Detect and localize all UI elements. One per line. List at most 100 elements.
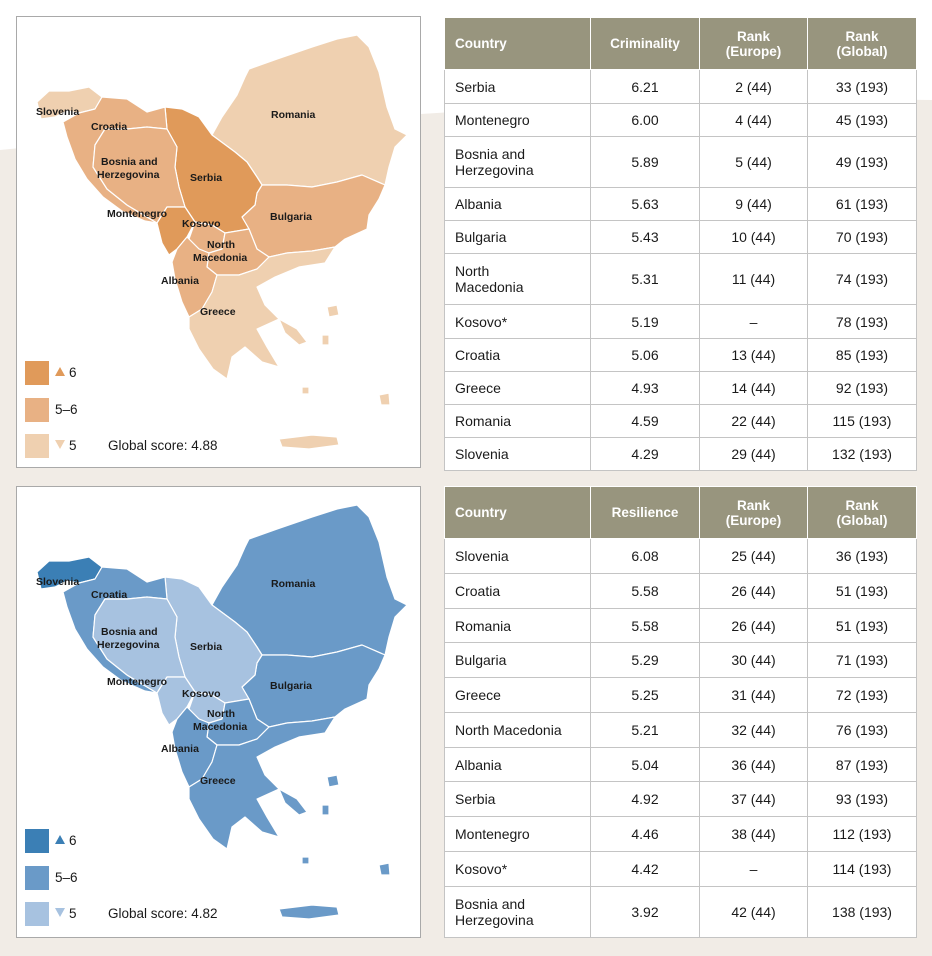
label-bosnia-1: Bosnia and — [101, 156, 158, 168]
cell-rank-global: 72 (193) — [807, 677, 917, 713]
cell-rank-europe: 42 (44) — [699, 886, 808, 938]
label-kosovo: Kosovo — [182, 218, 221, 230]
table-row: Bosnia and Herzegovina 3.92 42 (44) 138 (193… — [444, 886, 917, 938]
cell-country: Slovenia — [444, 538, 591, 574]
table-row: Montenegro 6.00 4 (44) 45 (193) — [444, 103, 917, 137]
legend-high-label: 6 — [69, 833, 77, 848]
table-row: Albania 5.04 36 (44) 87 (193) — [444, 747, 917, 782]
cell-score: 4.59 — [590, 404, 700, 438]
region-bulgaria — [241, 174, 386, 258]
cell-rank-global: 36 (193) — [807, 538, 917, 574]
region-evia — [278, 788, 308, 816]
cell-rank-global: 61 (193) — [807, 187, 917, 221]
table-row: Bulgaria 5.43 10 (44) 70 (193) — [444, 220, 917, 254]
region-chios — [321, 334, 330, 346]
legend-low: 5 Global score: 4.88 — [25, 434, 325, 458]
region-chios — [321, 804, 330, 816]
label-albania: Albania — [161, 743, 199, 755]
table-row: Bulgaria 5.29 30 (44) 71 (193) — [444, 642, 917, 678]
region-rhodes — [378, 862, 391, 876]
cell-rank-europe: 4 (44) — [699, 103, 808, 137]
cell-country: Montenegro — [444, 103, 591, 137]
cell-score: 4.29 — [590, 437, 700, 471]
cell-score: 4.46 — [590, 816, 700, 852]
cell-rank-global: 74 (193) — [807, 253, 917, 305]
table-row: Romania 4.59 22 (44) 115 (193) — [444, 404, 917, 438]
cell-rank-europe: 36 (44) — [699, 747, 808, 782]
label-albania: Albania — [161, 275, 199, 287]
header-rank-global: Rank (Global) — [807, 17, 917, 70]
cell-score: 5.58 — [590, 573, 700, 609]
legend-swatch-high — [25, 361, 49, 385]
cell-rank-europe: – — [699, 304, 808, 339]
label-slovenia: Slovenia — [36, 576, 79, 588]
region-evia — [278, 318, 308, 346]
cell-rank-europe: 11 (44) — [699, 253, 808, 305]
cell-country: North Macedonia — [444, 712, 591, 748]
cell-country: Slovenia — [444, 437, 591, 471]
criminality-map: Slovenia Croatia Bosnia and Herzegovina … — [36, 34, 408, 450]
cell-rank-global: 114 (193) — [807, 851, 917, 887]
label-kosovo: Kosovo — [182, 688, 221, 700]
cell-country: Kosovo* — [444, 304, 591, 339]
cell-rank-global: 138 (193) — [807, 886, 917, 938]
label-romania: Romania — [271, 578, 316, 590]
cell-score: 4.42 — [590, 851, 700, 887]
cell-rank-europe: 37 (44) — [699, 781, 808, 817]
label-bosnia-2: Herzegovina — [97, 639, 160, 651]
label-slovenia: Slovenia — [36, 106, 79, 118]
cell-rank-europe: – — [699, 851, 808, 887]
label-north-macedonia-1: North — [207, 239, 235, 251]
label-greece: Greece — [200, 306, 236, 318]
legend-low-label: 5 — [69, 906, 77, 921]
header-rank-europe: Rank (Europe) — [699, 17, 808, 70]
global-score: Global score: 4.88 — [108, 438, 218, 453]
legend-high: 6 — [25, 361, 325, 385]
table-row: Serbia 4.92 37 (44) 93 (193) — [444, 781, 917, 817]
cell-rank-global: 87 (193) — [807, 747, 917, 782]
label-romania: Romania — [271, 109, 316, 121]
cell-score: 5.06 — [590, 338, 700, 372]
cell-rank-europe: 2 (44) — [699, 69, 808, 104]
cell-country: Serbia — [444, 69, 591, 104]
cell-country: Bulgaria — [444, 220, 591, 254]
cell-score: 5.19 — [590, 304, 700, 339]
legend-swatch-mid — [25, 398, 49, 422]
cell-country: Albania — [444, 187, 591, 221]
legend-mid-label: 5–6 — [55, 870, 78, 885]
global-score: Global score: 4.82 — [108, 906, 218, 921]
label-serbia: Serbia — [190, 641, 222, 653]
cell-rank-europe: 10 (44) — [699, 220, 808, 254]
label-croatia: Croatia — [91, 589, 127, 601]
cell-score: 5.31 — [590, 253, 700, 305]
cell-rank-global: 45 (193) — [807, 103, 917, 137]
cell-rank-global: 93 (193) — [807, 781, 917, 817]
table-row: North Macedonia 5.31 11 (44) 74 (193) — [444, 253, 917, 305]
region-cyclades — [301, 856, 310, 865]
legend-high: 6 — [25, 829, 325, 853]
label-bosnia-2: Herzegovina — [97, 169, 160, 181]
label-montenegro: Montenegro — [107, 208, 167, 220]
up-triangle-icon — [55, 367, 65, 376]
table-row: North Macedonia 5.21 32 (44) 76 (193) — [444, 712, 917, 748]
header-rank-europe: Rank (Europe) — [699, 486, 808, 539]
cell-score: 5.29 — [590, 642, 700, 678]
criminality-table: Country Criminality Rank (Europe) Rank (Globa… — [444, 17, 917, 471]
label-croatia: Croatia — [91, 121, 127, 133]
table-row: Montenegro 4.46 38 (44) 112 (193) — [444, 816, 917, 852]
label-bulgaria: Bulgaria — [270, 680, 312, 692]
legend-swatch-low — [25, 434, 49, 458]
legend-mid: 5–6 — [25, 866, 325, 890]
cell-rank-europe: 9 (44) — [699, 187, 808, 221]
label-north-macedonia-1: North — [207, 708, 235, 720]
header-country: Country — [444, 17, 591, 70]
cell-country: Bosnia and Herzegovina — [444, 136, 591, 188]
table-row: Romania 5.58 26 (44) 51 (193) — [444, 608, 917, 643]
resilience-map: Slovenia Croatia Bosnia and Herzegovina … — [36, 504, 408, 920]
cell-rank-global: 51 (193) — [807, 608, 917, 643]
cell-rank-global: 76 (193) — [807, 712, 917, 748]
cell-score: 6.00 — [590, 103, 700, 137]
table-row: Croatia 5.58 26 (44) 51 (193) — [444, 573, 917, 609]
header-country: Country — [444, 486, 591, 539]
cell-rank-europe: 26 (44) — [699, 608, 808, 643]
